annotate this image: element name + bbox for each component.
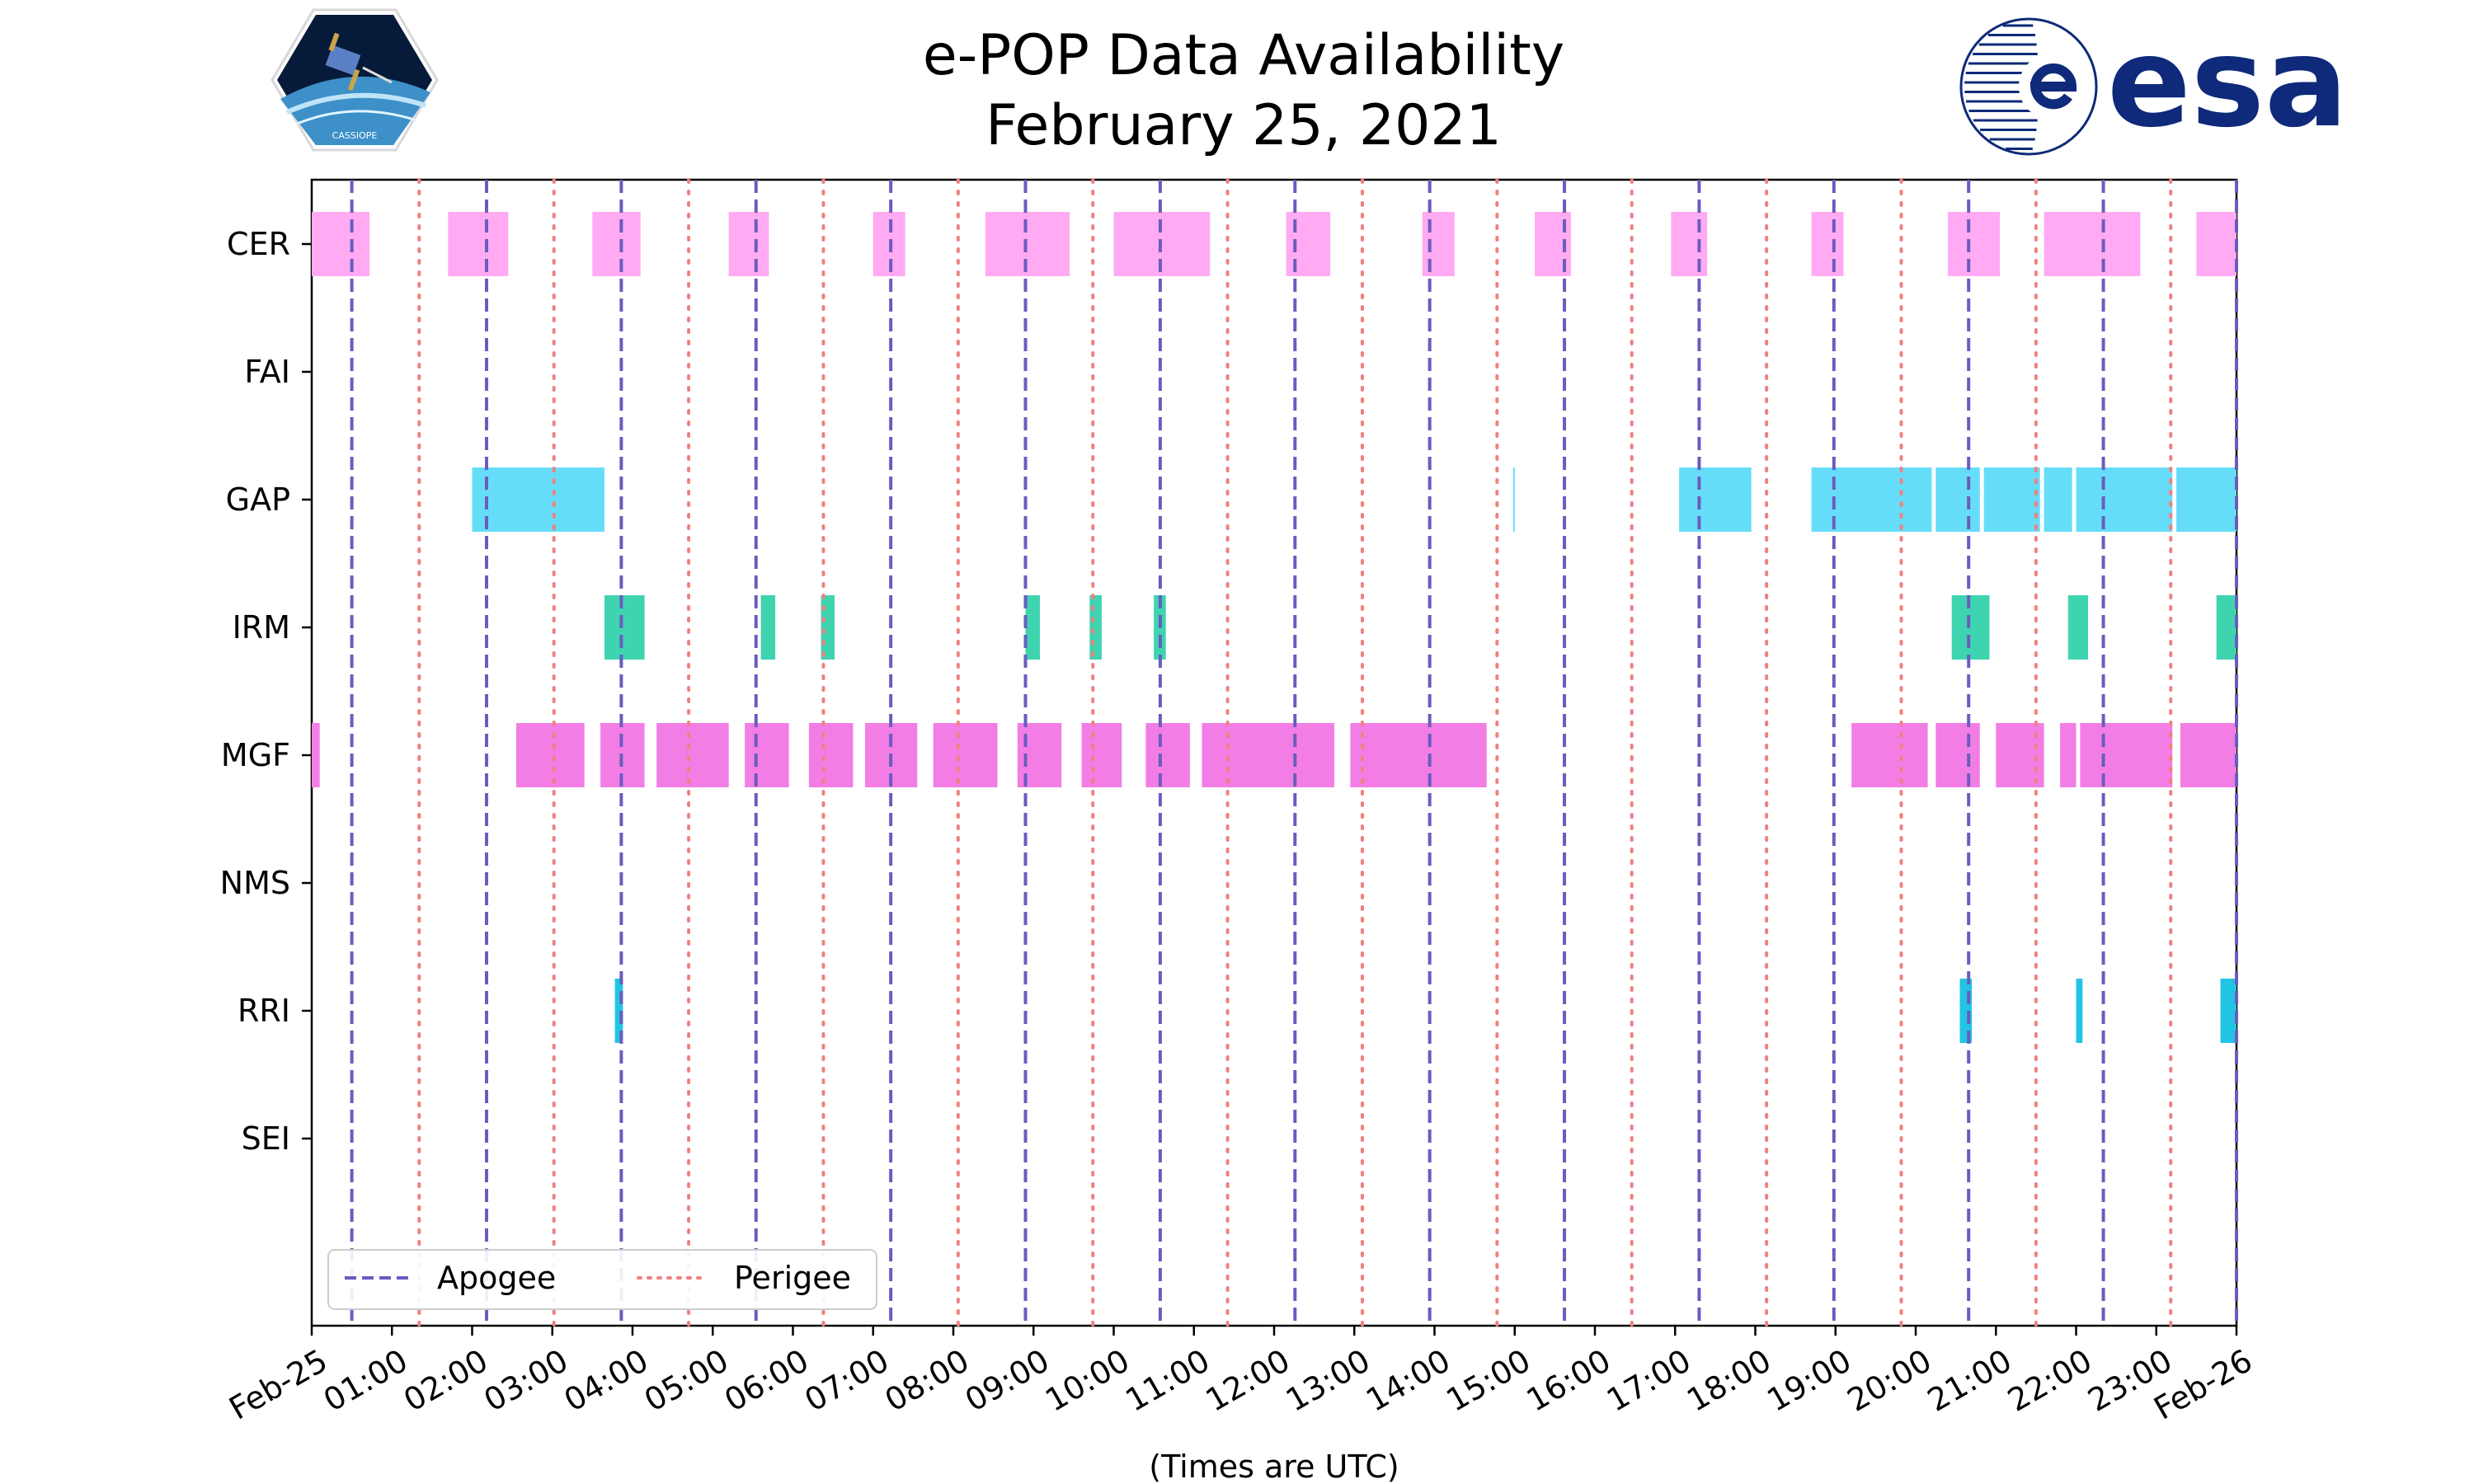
y-tick-label-rri: RRI bbox=[238, 993, 290, 1029]
x-tick-label-20: 20:00 bbox=[1841, 1342, 1938, 1419]
bar-gap-5 bbox=[1983, 467, 2040, 532]
x-tick-label-6: 06:00 bbox=[718, 1342, 815, 1419]
y-tick-label-gap: GAP bbox=[226, 481, 290, 518]
x-axis-label: (Times are UTC) bbox=[1149, 1449, 1399, 1484]
bar-cer-11 bbox=[1811, 212, 1844, 276]
esa-logo: esa bbox=[1959, 12, 2348, 156]
bar-cer-2 bbox=[592, 212, 641, 276]
legend-box bbox=[327, 1249, 877, 1310]
bar-irm-3 bbox=[1025, 595, 1041, 660]
y-tick-label-mgf: MGF bbox=[221, 737, 290, 773]
x-tick-label-16: 16:00 bbox=[1521, 1342, 1617, 1419]
bar-gap-4 bbox=[1935, 467, 1980, 532]
bar-mgf-12 bbox=[1350, 723, 1487, 787]
x-tick-label-22: 22:00 bbox=[2001, 1342, 2098, 1419]
bar-mgf-10 bbox=[1145, 723, 1190, 787]
esa-logo-text: esa bbox=[2107, 12, 2348, 155]
bar-mgf-11 bbox=[1202, 723, 1334, 787]
x-tick-label-15: 15:00 bbox=[1440, 1342, 1536, 1419]
bar-gap-8 bbox=[2176, 467, 2236, 532]
bar-cer-5 bbox=[985, 212, 1070, 276]
legend: Apogee Perigee bbox=[327, 1249, 877, 1310]
bar-gap-3 bbox=[1811, 467, 1932, 532]
x-tick-label-17: 17:00 bbox=[1601, 1342, 1697, 1419]
x-tick-label-4: 04:00 bbox=[558, 1342, 655, 1419]
bar-cer-13 bbox=[2044, 212, 2141, 276]
x-tick-label-9: 09:00 bbox=[959, 1342, 1056, 1419]
bar-gap-2 bbox=[1679, 467, 1752, 532]
bar-gap-7 bbox=[2076, 467, 2173, 532]
bar-cer-10 bbox=[1671, 212, 1708, 276]
bar-mgf-0 bbox=[312, 723, 320, 787]
x-tick-label-18: 18:00 bbox=[1681, 1342, 1777, 1419]
bar-mgf-16 bbox=[2060, 723, 2077, 787]
bar-cer-1 bbox=[448, 212, 509, 276]
x-tick-label-3: 03:00 bbox=[477, 1342, 574, 1419]
availability-bars bbox=[312, 212, 2236, 1043]
bar-rri-3 bbox=[2220, 979, 2236, 1043]
bar-rri-0 bbox=[614, 979, 623, 1043]
legend-perigee-label: Perigee bbox=[734, 1260, 851, 1296]
x-tick-label-8: 08:00 bbox=[879, 1342, 976, 1419]
bar-cer-8 bbox=[1422, 212, 1455, 276]
bar-irm-8 bbox=[2216, 595, 2236, 660]
orbit-markers bbox=[350, 178, 2238, 1327]
x-tick-label-2: 02:00 bbox=[397, 1342, 494, 1419]
axes: CER FAI GAP IRM MGF NMS RRI SEI Feb-2501:0002:00… bbox=[220, 226, 2259, 1427]
bar-gap-0 bbox=[472, 467, 604, 532]
bar-mgf-13 bbox=[1851, 723, 1928, 787]
x-tick-label-7: 07:00 bbox=[798, 1342, 895, 1419]
x-tick-label-5: 05:00 bbox=[638, 1342, 735, 1419]
bar-irm-0 bbox=[604, 595, 645, 660]
x-tick-label-0: Feb-25 bbox=[223, 1342, 333, 1427]
bar-mgf-5 bbox=[808, 723, 854, 787]
bar-mgf-7 bbox=[933, 723, 998, 787]
chart-title: e-POP Data Availability bbox=[923, 23, 1564, 88]
bar-cer-12 bbox=[1947, 212, 2001, 276]
x-tick-label-19: 19:00 bbox=[1761, 1342, 1857, 1419]
y-tick-label-nms: NMS bbox=[220, 865, 290, 901]
x-tick-label-1: 01:00 bbox=[317, 1342, 414, 1419]
chart-subtitle: February 25, 2021 bbox=[985, 93, 1502, 158]
x-tick-label-10: 10:00 bbox=[1039, 1342, 1136, 1419]
bar-irm-6 bbox=[1951, 595, 1990, 660]
x-tick-label-13: 13:00 bbox=[1280, 1342, 1376, 1419]
bar-gap-1 bbox=[1512, 467, 1515, 532]
legend-apogee-label: Apogee bbox=[437, 1260, 556, 1296]
bar-irm-7 bbox=[2067, 595, 2089, 660]
y-tick-label-irm: IRM bbox=[233, 609, 290, 646]
esa-globe-e-mark bbox=[2030, 63, 2077, 110]
bar-mgf-3 bbox=[656, 723, 729, 787]
y-tick-label-fai: FAI bbox=[244, 354, 290, 390]
bar-mgf-14 bbox=[1935, 723, 1980, 787]
y-tick-label-sei: SEI bbox=[242, 1120, 290, 1157]
esa-globe-icon bbox=[1959, 17, 2098, 156]
satellite-icon bbox=[325, 32, 393, 92]
bar-cer-3 bbox=[728, 212, 769, 276]
esa-globe-outline bbox=[1959, 17, 2098, 156]
bar-mgf-1 bbox=[515, 723, 585, 787]
y-tick-label-cer: CER bbox=[227, 226, 290, 262]
bar-mgf-17 bbox=[2080, 723, 2173, 787]
x-tick-label-12: 12:00 bbox=[1200, 1342, 1296, 1419]
bar-cer-7 bbox=[1286, 212, 1331, 276]
x-tick-label-21: 21:00 bbox=[1921, 1342, 2018, 1419]
bar-rri-2 bbox=[2076, 979, 2083, 1043]
bar-gap-6 bbox=[2044, 467, 2072, 532]
bar-cer-14 bbox=[2196, 212, 2236, 276]
bar-irm-4 bbox=[1089, 595, 1102, 660]
bar-mgf-18 bbox=[2180, 723, 2236, 787]
bar-irm-1 bbox=[760, 595, 776, 660]
cassiope-badge-text: CASSIOPE bbox=[332, 130, 378, 141]
bar-mgf-9 bbox=[1081, 723, 1122, 787]
x-tick-label-11: 11:00 bbox=[1119, 1342, 1216, 1419]
bar-cer-0 bbox=[312, 212, 370, 276]
cassiope-logo: CASSIOPE bbox=[270, 8, 439, 152]
bar-mgf-4 bbox=[745, 723, 789, 787]
bar-irm-2 bbox=[821, 595, 835, 660]
x-tick-label-14: 14:00 bbox=[1360, 1342, 1456, 1419]
